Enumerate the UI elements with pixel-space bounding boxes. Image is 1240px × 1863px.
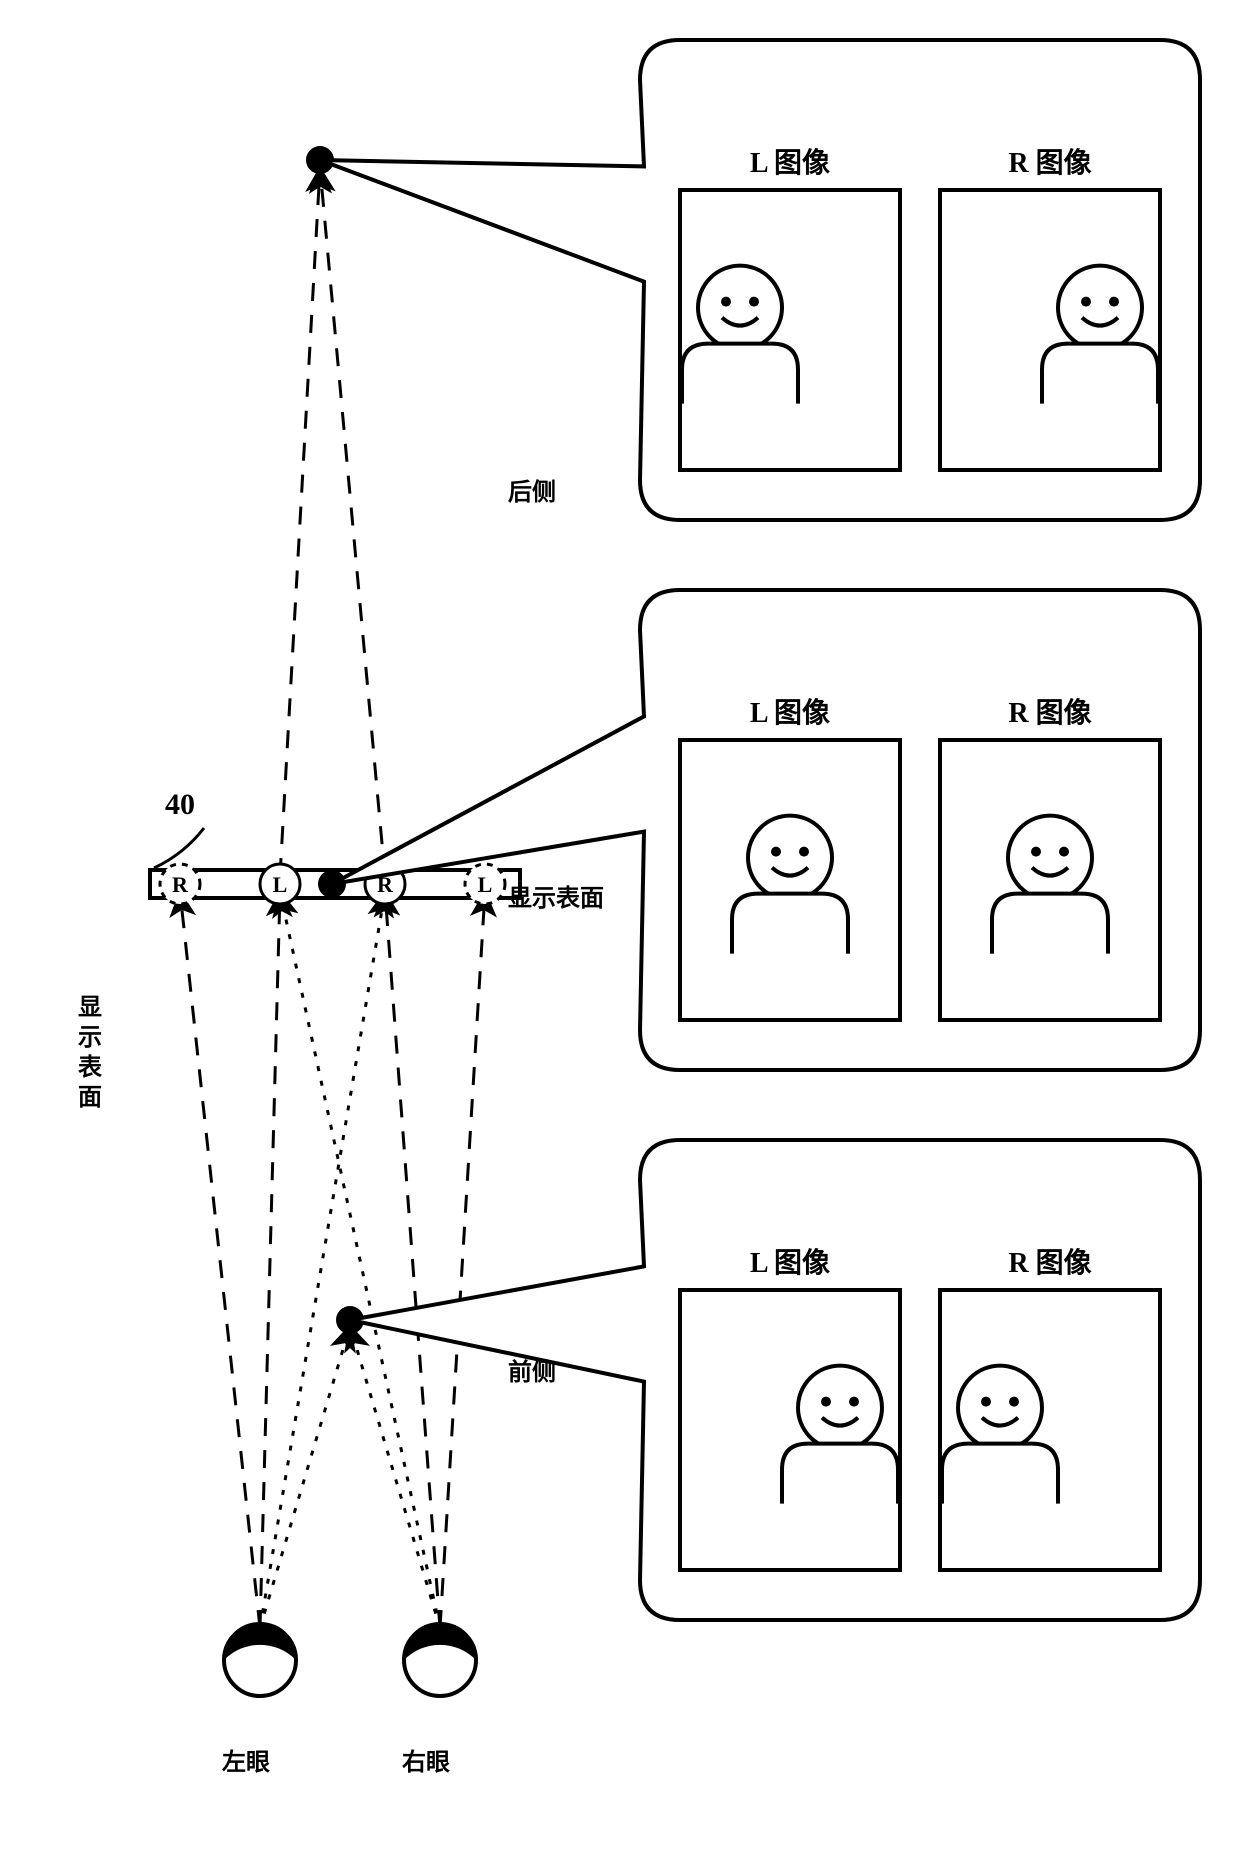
- marker-label: L: [478, 872, 493, 897]
- display-surface-label-h: 显示表面: [508, 885, 604, 912]
- display-surface-label-vert: 示: [78, 1025, 102, 1051]
- marker-label: R: [172, 872, 189, 897]
- ref-40: 40: [165, 788, 195, 821]
- image-label: R 图像: [1008, 147, 1092, 179]
- image-label: L 图像: [750, 1247, 831, 1279]
- marker-label: L: [273, 872, 288, 897]
- image-label: R 图像: [1008, 1247, 1092, 1279]
- right-eye-label: 右眼: [402, 1749, 450, 1776]
- display-surface-label-vert: 面: [78, 1085, 102, 1111]
- ref-40-leader: [154, 828, 204, 868]
- panel-surface: [332, 590, 1200, 1070]
- left-eye: [224, 1624, 296, 1696]
- right-eye: [404, 1624, 476, 1696]
- back-label: 后侧: [508, 478, 556, 506]
- panel-front: [350, 1140, 1200, 1620]
- image-label: R 图像: [1008, 697, 1092, 729]
- display-surface-label-vert: 表: [78, 1054, 103, 1081]
- display-surface-label-vert: 显: [78, 995, 102, 1021]
- panel-back: [320, 40, 1200, 520]
- image-label: L 图像: [750, 697, 831, 729]
- image-label: L 图像: [750, 147, 831, 179]
- left-eye-label: 左眼: [222, 1749, 270, 1776]
